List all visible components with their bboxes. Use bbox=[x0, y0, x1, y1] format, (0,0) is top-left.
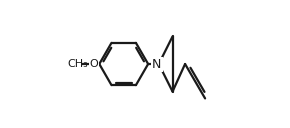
Text: N: N bbox=[152, 57, 162, 71]
Text: O: O bbox=[89, 59, 98, 69]
Text: CH₃: CH₃ bbox=[67, 59, 88, 69]
